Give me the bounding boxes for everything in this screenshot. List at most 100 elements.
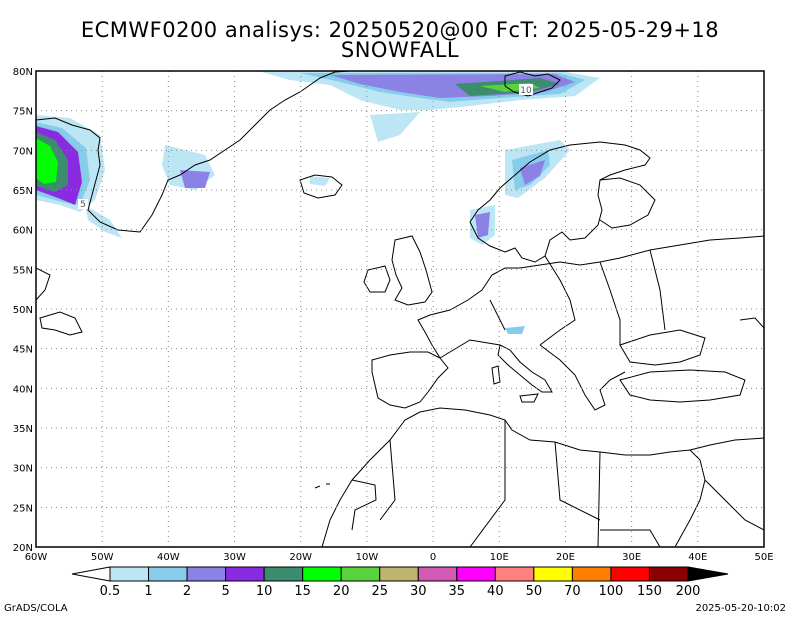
border-line — [554, 441, 601, 521]
colorbar-box — [610, 566, 650, 582]
colorbar-box — [225, 566, 265, 582]
lat-tick-label: 20N — [13, 543, 33, 554]
coastline-caspian — [739, 317, 764, 329]
colorbar-label: 200 — [676, 584, 701, 599]
coastline-sicily — [519, 393, 539, 403]
lat-tick-label: 50N — [13, 305, 33, 316]
snow-area-scandinavia — [520, 160, 545, 185]
lon-tick-label: 20W — [289, 552, 312, 563]
contour-labels: 10 5 — [78, 84, 533, 210]
border-line — [379, 439, 396, 521]
lat-tick-label: 70N — [13, 146, 33, 157]
lat-tick-label: 75N — [13, 107, 33, 118]
coastline-west-africa — [321, 479, 353, 547]
coastline-turkey — [619, 369, 746, 403]
colorbar-label: 35 — [449, 584, 466, 599]
lat-tick-label: 30N — [13, 464, 33, 475]
snow-area-greenland — [180, 170, 210, 188]
coastline-arabia — [704, 479, 764, 531]
lon-tick-label: 30W — [223, 552, 246, 563]
lon-tick-label: 60W — [25, 552, 48, 563]
colorbar-arrow-high — [687, 566, 729, 582]
map-frame — [35, 70, 765, 548]
lat-tick-label: 35N — [13, 424, 33, 435]
coastline-iberia — [371, 351, 449, 409]
colorbar-label: 150 — [637, 584, 662, 599]
border-line — [599, 261, 621, 345]
snow-area-scandinavia — [475, 212, 490, 238]
lat-tick-label: 80N — [13, 67, 33, 78]
contour-label: 10 — [520, 86, 532, 96]
coastline-sardinia — [491, 365, 501, 385]
colorbar-box — [186, 566, 227, 582]
colorbar-box — [263, 566, 304, 582]
colorbar-box — [109, 566, 150, 582]
graticule — [36, 71, 764, 547]
coastline-britain — [391, 235, 433, 306]
lon-tick-label: 10W — [356, 552, 379, 563]
coastline-balkans — [539, 344, 626, 411]
colorbar-box — [340, 566, 381, 582]
lon-tick-label: 20E — [556, 552, 575, 563]
colorbar-box — [571, 566, 612, 582]
lon-tick-label: 50W — [91, 552, 114, 563]
colorbar-label: 40 — [487, 584, 504, 599]
coastline-arabia — [689, 437, 764, 451]
coastline-italy — [497, 344, 553, 393]
lat-tick-label: 65N — [13, 186, 33, 197]
lon-tick-label: 10E — [490, 552, 509, 563]
lat-tick-label: 45N — [13, 345, 33, 356]
colorbar-box — [302, 566, 342, 582]
colorbar-box — [533, 566, 573, 582]
coastline-svalbard — [504, 71, 561, 97]
coastline-north-africa — [351, 407, 706, 547]
colorbar-label: 100 — [599, 584, 624, 599]
longitude-labels: 60W 50W 40W 30W 20W 10W 0 10E 20E 30E 40E 50E — [25, 552, 774, 563]
lon-tick-label: 50E — [754, 552, 773, 563]
border-line — [469, 420, 506, 547]
coastline-iceland — [299, 174, 343, 199]
coastline-labrador — [36, 267, 51, 301]
coastline-france — [417, 314, 441, 359]
colorbar-box — [494, 566, 535, 582]
snowfall-shading — [36, 71, 600, 334]
latitude-labels: 80N 75N 70N 65N 60N 55N 50N 45N 40N 35N 30N 25N 20N — [13, 67, 33, 554]
lat-tick-label: 25N — [13, 503, 33, 514]
coastline-greenland — [36, 71, 351, 233]
lon-tick-label: 40W — [157, 552, 180, 563]
colorbar-box — [417, 566, 458, 582]
snow-area-greenland — [85, 205, 122, 238]
colorbar-label: 5 — [221, 584, 229, 599]
coastline-black-sea — [619, 329, 706, 366]
contour-label: 5 — [80, 200, 86, 210]
colorbar-arrow-low — [71, 566, 111, 582]
colorbar-label: 70 — [564, 584, 581, 599]
colorbar-box — [648, 566, 689, 582]
border-line — [600, 529, 661, 547]
lon-tick-label: 0 — [430, 552, 436, 563]
snow-area-greenland — [36, 138, 58, 184]
snow-area-iceland — [310, 176, 330, 186]
border-line — [439, 339, 501, 359]
coastline-canaries — [314, 483, 330, 489]
coastline-europe — [429, 235, 764, 316]
border-line — [597, 451, 601, 547]
colorbar-label: 1 — [144, 584, 152, 599]
colorbar-label: 20 — [333, 584, 350, 599]
colorbar-label: 25 — [371, 584, 388, 599]
colorbar-label: 30 — [410, 584, 427, 599]
credit-left: GrADS/COLA — [4, 603, 68, 614]
colorbar-label: 0.5 — [100, 584, 121, 599]
border-line — [539, 255, 576, 346]
colorbar-label: 50 — [526, 584, 543, 599]
map-title: ECMWF0200 analisys: 20250520@00 FcT: 202… — [80, 18, 720, 42]
credit-right: 2025-05-20-10:02 — [695, 603, 786, 614]
lon-tick-label: 30E — [622, 552, 641, 563]
border-line — [489, 299, 506, 331]
lat-tick-label: 40N — [13, 384, 33, 395]
colorbar-box — [379, 566, 419, 582]
coastline-ireland — [363, 265, 391, 293]
colorbar-label: 15 — [294, 584, 311, 599]
coastline-newfoundland — [39, 311, 83, 336]
